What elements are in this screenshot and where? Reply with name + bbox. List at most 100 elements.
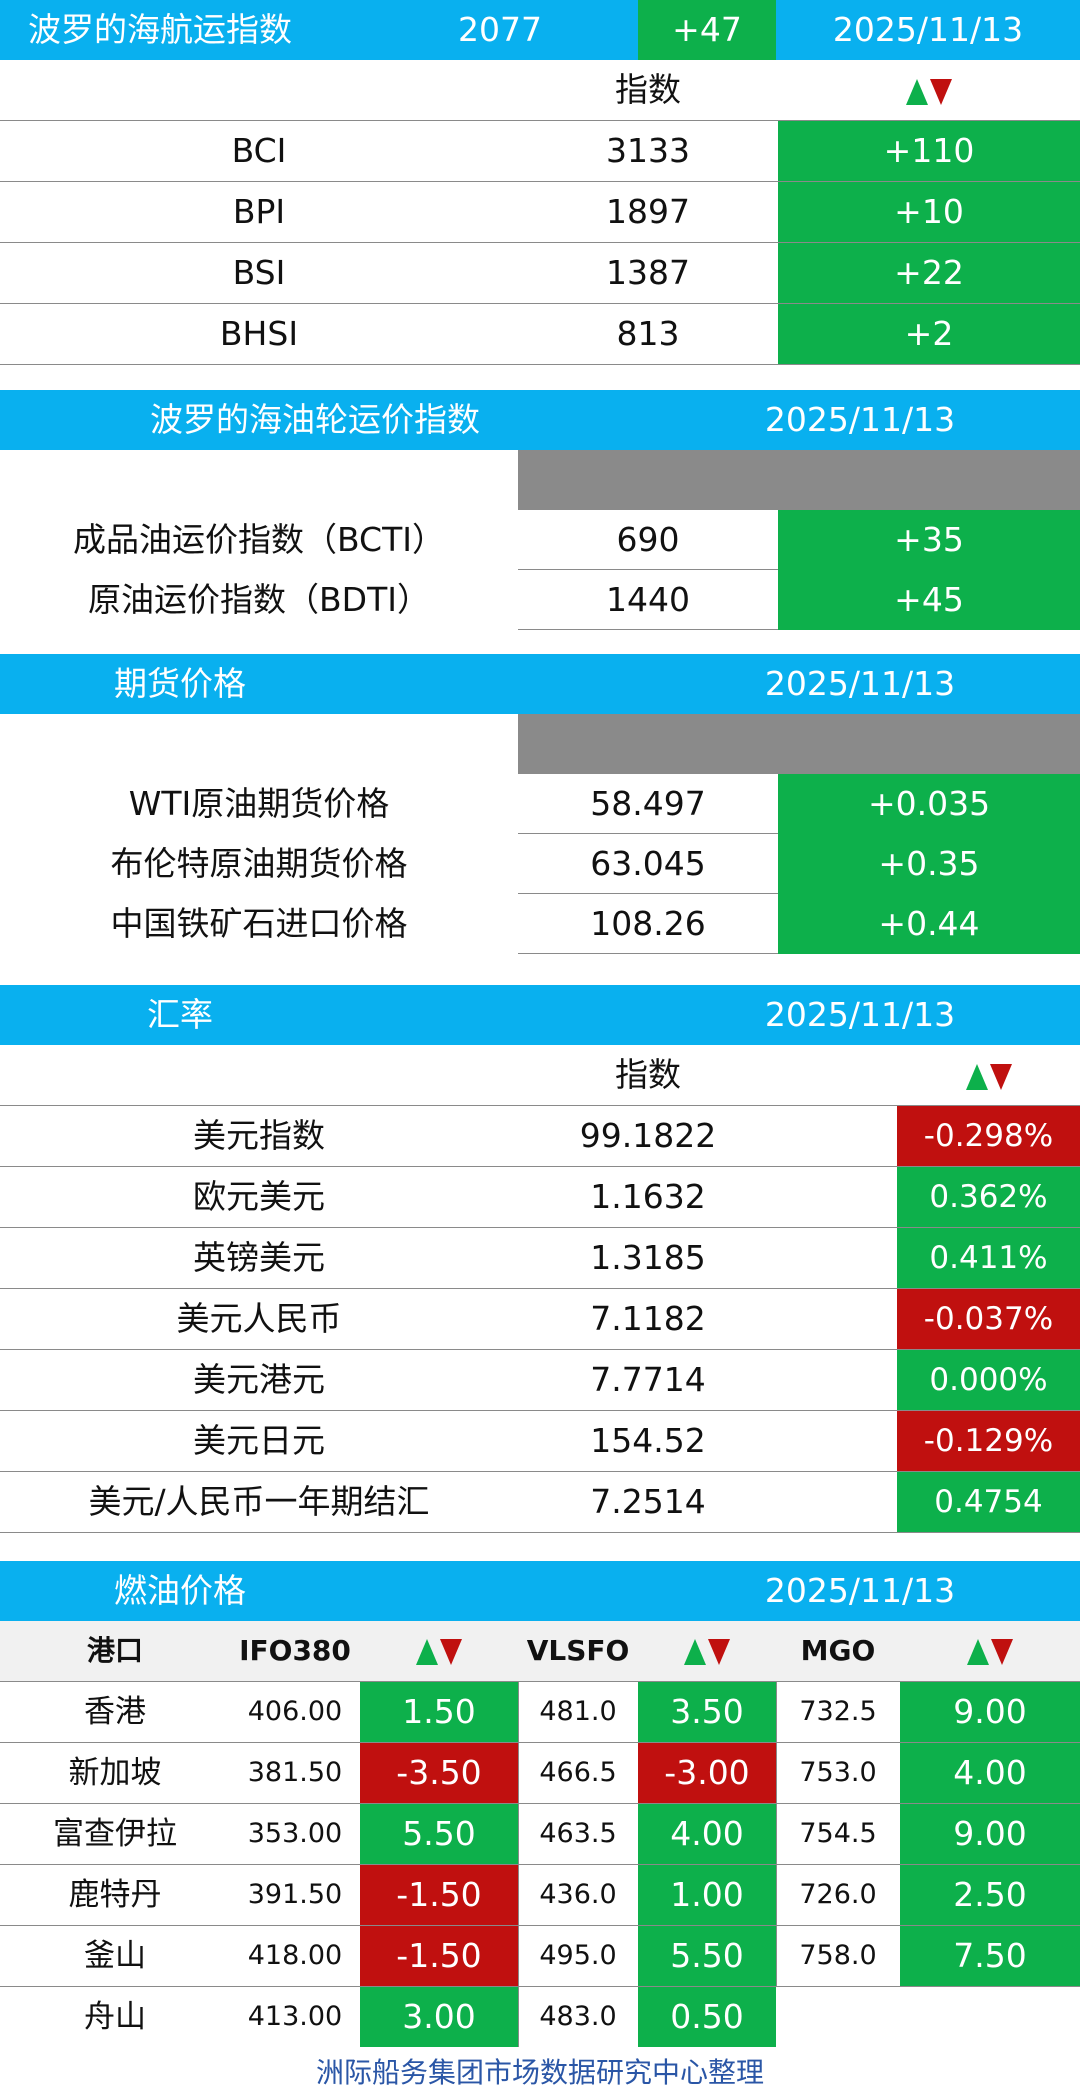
ifo-price: 381.50 [247,1757,343,1788]
table-row: BSI 1387 +22 [0,243,1080,304]
row-name: BPI [232,192,286,231]
ifo-change: 5.50 [360,1804,518,1864]
row-value: 1440 [606,580,690,619]
updown-icon [360,1621,518,1681]
port-name: 鹿特丹 [68,1877,162,1913]
table-row: 新加坡 381.50 -3.50 466.5 -3.00 753.0 4.00 [0,1743,1080,1804]
table-row: 美元指数 99.1822 -0.298% [0,1106,1080,1167]
futures-title: 期货价格 [114,664,246,703]
table-row: BHSI 813 +2 [0,304,1080,365]
row-name: 美元指数 [193,1116,325,1155]
table-row: 美元日元 154.52 -0.129% [0,1411,1080,1472]
row-name: 英镑美元 [193,1238,325,1277]
fuel-col-port: 港口 [86,1634,143,1667]
mgo-price: 732.5 [799,1696,877,1727]
table-row: 原油运价指数（BDTI） 1440 +45 [0,570,1080,630]
row-name: 布伦特原油期货价格 [110,844,408,883]
ifo-price: 391.50 [247,1879,343,1910]
fx-col-head: 指数 [0,1045,1080,1106]
bdi-title: 波罗的海航运指数 [28,10,292,49]
vlsfo-price: 495.0 [539,1940,617,1971]
bdi-header: 波罗的海航运指数 2077 +47 2025/11/13 [0,0,1080,60]
tanker-header: 波罗的海油轮运价指数 2025/11/13 [0,390,1080,450]
mgo-price: 726.0 [799,1879,877,1910]
fx-col-index: 指数 [615,1055,681,1094]
port-name: 舟山 [84,1999,146,2035]
table-row: 中国铁矿石进口价格 108.26 +0.44 [0,894,1080,954]
vlsfo-change: -3.00 [638,1743,776,1803]
row-change: +110 [778,121,1080,181]
row-value: 7.2514 [590,1482,706,1521]
row-name: 欧元美元 [193,1177,325,1216]
row-name: 美元人民币 [176,1299,342,1338]
port-name: 釜山 [84,1938,146,1974]
row-value: 1.1632 [590,1177,706,1216]
row-name: 美元/人民币一年期结汇 [88,1482,430,1521]
vlsfo-change: 0.50 [638,1987,776,2047]
fuel-title: 燃油价格 [114,1571,246,1610]
row-value: 1.3185 [590,1238,706,1277]
vlsfo-change: 1.00 [638,1865,776,1925]
row-value: 7.1182 [590,1299,706,1338]
ifo-price: 418.00 [247,1940,343,1971]
fuel-col-mgo: MGO [800,1634,876,1667]
table-row: 舟山 413.00 3.00 483.0 0.50 [0,1987,1080,2047]
row-change: +22 [778,243,1080,303]
row-name: BSI [232,253,286,292]
bdi-date: 2025/11/13 [832,10,1024,49]
fx-date: 2025/11/13 [764,995,956,1034]
ifo-price: 413.00 [247,2001,343,2032]
row-name: BCI [231,131,287,170]
row-change: 0.411% [897,1228,1080,1288]
vlsfo-change: 4.00 [638,1804,776,1864]
table-row: BPI 1897 +10 [0,182,1080,243]
bdi-col-head: 指数 [0,60,1080,121]
vlsfo-price: 463.5 [539,1818,617,1849]
port-name: 富查伊拉 [53,1816,177,1852]
fuel-col-ifo: IFO380 [239,1634,351,1667]
mgo-price: 754.5 [799,1818,877,1849]
row-value: 63.045 [590,844,706,883]
row-value: 108.26 [590,904,706,943]
mgo-change: 7.50 [900,1926,1080,1986]
tanker-section: 波罗的海油轮运价指数 2025/11/13 指数 成品油运价指数（BCTI） 69… [0,390,1080,630]
ifo-price: 406.00 [247,1696,343,1727]
updown-icon [638,1621,776,1681]
row-change: +0.35 [778,834,1080,894]
fuel-date: 2025/11/13 [764,1571,956,1610]
row-value: 58.497 [590,784,706,823]
table-row: 美元港元 7.7714 0.000% [0,1350,1080,1411]
row-value: 99.1822 [579,1116,717,1155]
futures-header: 期货价格 2025/11/13 [0,654,1080,714]
row-value: 3133 [606,131,690,170]
fx-section: 汇率 2025/11/13 指数 美元指数 99.1822 -0.298% 欧元美元 1… [0,985,1080,1533]
row-change: +35 [778,510,1080,570]
row-name: 中国铁矿石进口价格 [110,904,408,943]
row-value: 813 [616,314,680,353]
vlsfo-price: 436.0 [539,1879,617,1910]
tanker-title: 波罗的海油轮运价指数 [150,400,480,439]
row-change: 0.4754 [897,1472,1080,1532]
row-name: 美元日元 [193,1421,325,1460]
updown-icon [897,1045,1080,1105]
ifo-change: -1.50 [360,1926,518,1986]
fuel-col-vlsfo: VLSFO [526,1634,630,1667]
ifo-change: -1.50 [360,1865,518,1925]
row-name: 原油运价指数（BDTI） [88,580,430,619]
mgo-change: 4.00 [900,1743,1080,1803]
row-change: 0.362% [897,1167,1080,1227]
row-name: WTI原油期货价格 [128,784,390,823]
futures-date: 2025/11/13 [764,664,956,703]
table-row: 欧元美元 1.1632 0.362% [0,1167,1080,1228]
row-value: 7.7714 [590,1360,706,1399]
bdi-change: +47 [638,0,776,60]
ifo-price: 353.00 [247,1818,343,1849]
bdi-section: 波罗的海航运指数 2077 +47 2025/11/13 指数 BCI 3133 +… [0,0,1080,365]
futures-section: 期货价格 2025/11/13 指数 WTI原油期货价格 58.497 +0.035… [0,654,1080,954]
port-name: 香港 [84,1694,146,1730]
table-row: 香港 406.00 1.50 481.0 3.50 732.5 9.00 [0,1682,1080,1743]
row-value: 154.52 [590,1421,706,1460]
vlsfo-price: 481.0 [539,1696,617,1727]
mgo-change: 9.00 [900,1682,1080,1742]
table-row: 釜山 418.00 -1.50 495.0 5.50 758.0 7.50 [0,1926,1080,1987]
